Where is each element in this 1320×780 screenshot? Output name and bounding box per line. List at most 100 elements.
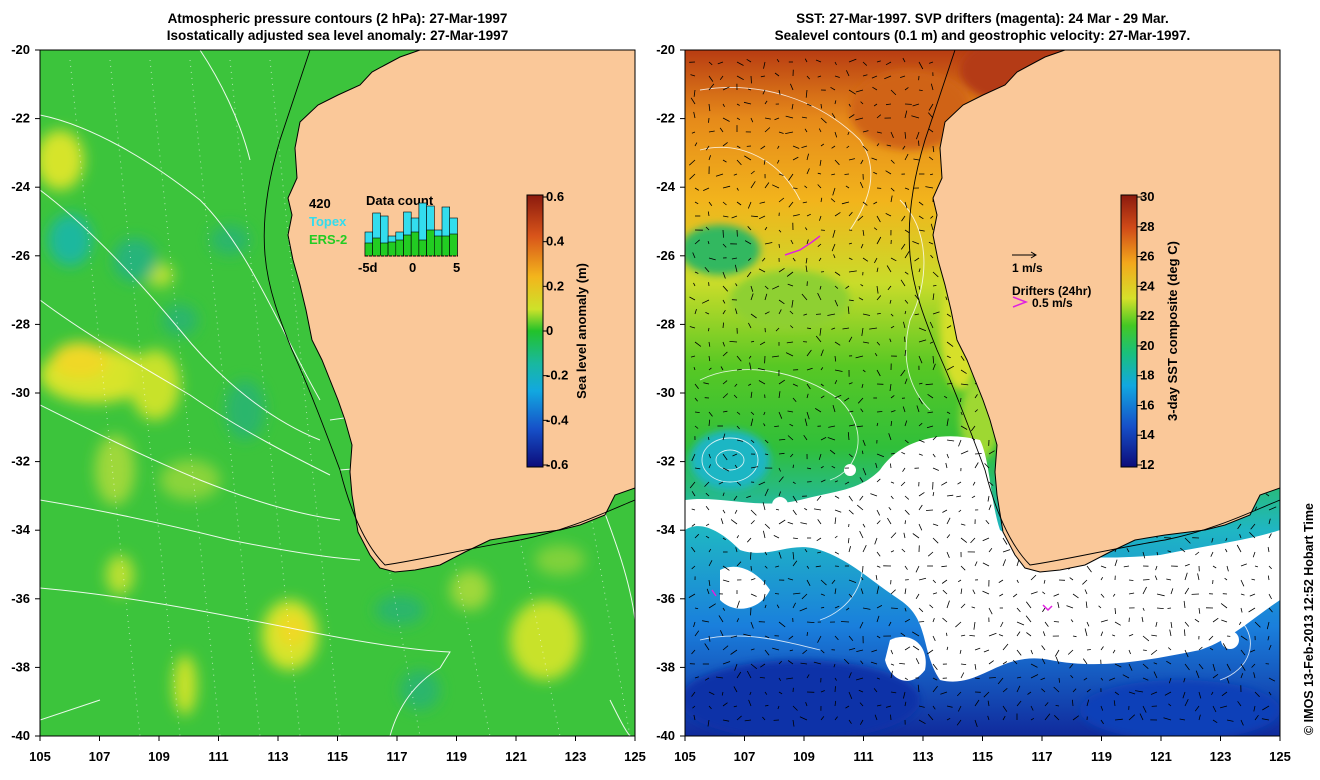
- velocity-arrow: [1211, 691, 1214, 695]
- velocity-arrow: [750, 509, 757, 516]
- velocity-arrow: [778, 131, 784, 134]
- velocity-arrow: [813, 508, 822, 511]
- velocity-arrow: [692, 705, 696, 709]
- velocity-arrow: [874, 714, 878, 721]
- velocity-arrow: [912, 103, 920, 107]
- velocity-arrow: [974, 394, 978, 399]
- velocity-arrow: [792, 509, 797, 516]
- velocity-arrow: [820, 606, 825, 609]
- velocity-arrow: [763, 159, 766, 165]
- velocity-arrow: [876, 565, 881, 568]
- velocity-arrow: [874, 537, 878, 545]
- velocity-arrow: [848, 719, 852, 724]
- velocity-arrow: [974, 409, 978, 413]
- velocity-arrow: [1164, 691, 1172, 696]
- velocity-arrow: [834, 509, 842, 513]
- velocity-arrow: [1002, 705, 1008, 712]
- velocity-arrow: [817, 184, 822, 189]
- velocity-arrow: [792, 397, 797, 402]
- velocity-arrow: [1100, 719, 1104, 725]
- velocity-arrow: [764, 453, 769, 456]
- velocity-arrow: [890, 395, 895, 399]
- velocity-arrow: [694, 383, 699, 389]
- velocity-arrow: [890, 589, 896, 595]
- velocity-arrow: [833, 254, 836, 259]
- velocity-arrow: [819, 327, 822, 336]
- velocity-arrow: [722, 271, 726, 279]
- velocity-arrow: [694, 411, 700, 413]
- velocity-arrow: [914, 313, 920, 316]
- velocity-arrow: [861, 327, 864, 336]
- velocity-arrow: [960, 369, 967, 374]
- velocity-arrow: [734, 663, 738, 671]
- lon-tick-label: 123: [1210, 749, 1232, 764]
- velocity-arrow: [1267, 546, 1270, 553]
- velocity-arrow: [1030, 663, 1038, 668]
- velocity-arrow: [708, 367, 712, 371]
- velocity-arrow: [819, 285, 822, 290]
- velocity-arrow: [958, 509, 962, 513]
- velocity-arrow: [848, 691, 853, 700]
- velocity-arrow: [862, 130, 869, 133]
- velocity-arrow: [845, 705, 850, 709]
- velocity-arrow: [930, 254, 934, 259]
- velocity-arrow: [1156, 607, 1164, 609]
- velocity-arrow: [904, 87, 909, 91]
- velocity-arrow: [694, 187, 700, 191]
- velocity-arrow: [946, 453, 949, 459]
- velocity-arrow: [1002, 549, 1011, 553]
- velocity-arrow: [858, 689, 864, 693]
- velocity-arrow: [997, 677, 1004, 685]
- velocity-arrow: [1156, 551, 1159, 556]
- velocity-arrow: [733, 394, 738, 399]
- velocity-arrow: [956, 495, 962, 498]
- velocity-arrow: [817, 75, 822, 78]
- velocity-arrow: [750, 117, 754, 123]
- velocity-arrow: [904, 701, 907, 707]
- velocity-arrow: [890, 532, 897, 539]
- velocity-arrow: [960, 537, 968, 543]
- velocity-arrow: [759, 201, 766, 204]
- velocity-legend: 1 m/s Drifters (24hr) 0.5 m/s: [1012, 251, 1091, 310]
- velocity-arrow: [859, 495, 864, 501]
- velocity-arrow: [1072, 715, 1080, 721]
- velocity-arrow: [792, 257, 796, 262]
- velocity-arrow: [900, 632, 906, 637]
- lat-tick-label: -28: [11, 316, 30, 331]
- velocity-arrow: [722, 215, 729, 218]
- velocity-arrow: [942, 617, 948, 623]
- velocity-arrow: [750, 411, 755, 415]
- velocity-arrow: [860, 408, 864, 413]
- velocity-arrow: [876, 411, 883, 413]
- velocity-arrow: [1226, 677, 1230, 684]
- velocity-arrow: [960, 565, 966, 571]
- geostrophic-velocity-arrows: [688, 57, 1277, 728]
- velocity-arrow: [1240, 579, 1245, 587]
- velocity-arrow: [848, 545, 851, 553]
- velocity-arrow: [834, 61, 837, 66]
- velocity-arrow: [764, 182, 770, 189]
- velocity-arrow: [694, 467, 701, 470]
- velocity-arrow: [918, 201, 924, 206]
- velocity-arrow: [985, 519, 990, 525]
- velocity-arrow: [1226, 663, 1231, 671]
- lon-tick-label: 107: [734, 749, 756, 764]
- lon-tick-label: 121: [505, 749, 527, 764]
- velocity-arrow: [792, 551, 795, 560]
- velocity-arrow: [1239, 534, 1242, 539]
- velocity-arrow: [763, 61, 766, 69]
- velocity-arrow: [693, 282, 696, 287]
- velocity-arrow: [998, 634, 1004, 637]
- velocity-arrow: [691, 546, 696, 553]
- velocity-arrow: [848, 158, 855, 161]
- velocity-arrow: [820, 716, 825, 721]
- velocity-arrow: [918, 705, 925, 708]
- velocity-arrow: [806, 367, 813, 371]
- velocity-arrow: [987, 700, 990, 707]
- velocity-arrow: [904, 607, 907, 612]
- velocity-arrow: [743, 101, 752, 105]
- velocity-arrow: [957, 481, 962, 485]
- velocity-arrow: [918, 397, 923, 405]
- lon-tick-label: 125: [624, 749, 646, 764]
- velocity-arrow: [708, 355, 711, 362]
